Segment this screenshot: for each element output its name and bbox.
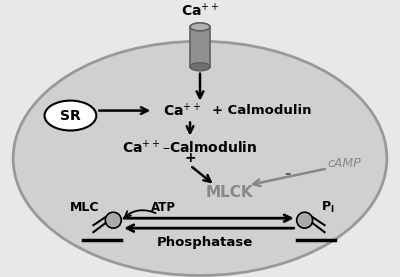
Ellipse shape bbox=[44, 101, 96, 130]
Ellipse shape bbox=[190, 63, 210, 71]
Text: Ca$^{++}$: Ca$^{++}$ bbox=[163, 102, 202, 119]
Text: Phosphatase: Phosphatase bbox=[157, 236, 253, 249]
Text: +: + bbox=[184, 152, 196, 165]
Text: SR: SR bbox=[60, 109, 81, 122]
Text: MLC: MLC bbox=[70, 201, 99, 214]
Circle shape bbox=[297, 212, 313, 228]
Text: P$_{\mathregular{I}}$: P$_{\mathregular{I}}$ bbox=[321, 200, 334, 215]
Text: + Calmodulin: + Calmodulin bbox=[212, 104, 312, 117]
Ellipse shape bbox=[13, 41, 387, 276]
FancyArrowPatch shape bbox=[125, 210, 156, 217]
Text: -: - bbox=[284, 166, 291, 181]
Bar bbox=[190, 27, 210, 67]
Text: Ca$^{++}$: Ca$^{++}$ bbox=[181, 2, 219, 20]
Text: ATP: ATP bbox=[151, 201, 176, 214]
Text: cAMP: cAMP bbox=[328, 157, 361, 170]
Text: Ca$^{++}$–Calmodulin: Ca$^{++}$–Calmodulin bbox=[122, 139, 258, 156]
Circle shape bbox=[105, 212, 121, 228]
Ellipse shape bbox=[190, 23, 210, 31]
Text: MLCK: MLCK bbox=[206, 185, 254, 200]
